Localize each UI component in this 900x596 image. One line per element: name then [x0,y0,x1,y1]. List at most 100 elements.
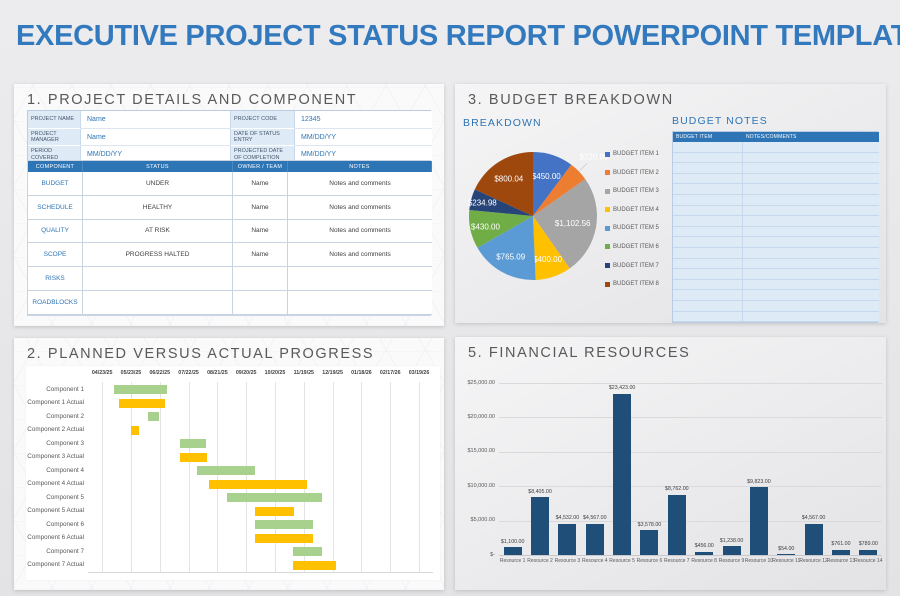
budget-notes-item-cell[interactable] [673,205,743,217]
bar-value-label: $456.00 [694,543,714,550]
gantt-row-label: Component 5 [46,493,84,501]
legend-item: BUDGET ITEM 1 [605,151,659,157]
budget-notes-comment-cell[interactable] [743,300,879,312]
legend-label: BUDGET ITEM 7 [613,262,659,269]
budget-notes-item-cell[interactable] [673,269,743,280]
pie-value-label: $430.00 [471,222,500,231]
budget-notes-item-cell[interactable] [673,184,743,195]
bar-value-label: $3,578.00 [637,521,662,528]
resource-bar [804,523,823,555]
component-name-cell[interactable]: ROADBLOCKS [28,290,83,315]
budget-notes-comment-cell[interactable] [743,205,879,217]
component-name-cell[interactable]: RISKS [28,267,83,291]
component-status-cell[interactable] [83,290,233,315]
component-notes-cell[interactable] [288,290,432,315]
pie-slice [468,210,533,248]
budget-notes-comment-cell[interactable] [743,269,879,280]
budget-notes-item-cell[interactable] [673,173,743,185]
detail-value-cell[interactable]: Name [81,111,231,129]
component-notes-cell[interactable] [288,267,432,291]
y-axis-tick-label: $25,000.00 [467,379,495,386]
component-notes-cell[interactable]: Notes and comments [288,172,432,196]
legend-swatch [605,151,610,157]
component-owner-cell[interactable]: Name [233,195,288,220]
gantt-bar [292,560,337,570]
bar-value-label: $789.00 [858,541,878,548]
budget-notes-item-cell[interactable] [673,300,743,312]
budget-notes-comment-cell[interactable] [743,142,879,153]
legend-swatch [605,170,610,176]
component-name-cell[interactable]: QUALITY [28,219,83,244]
resource-bar [859,549,878,555]
gantt-date-label: 01/18/26 [351,370,372,376]
legend-label: BUDGET ITEM 8 [613,281,659,288]
gantt-date-label: 02/17/26 [379,370,401,376]
gantt-bar [113,385,167,394]
detail-value-cell[interactable]: 12345 [295,111,432,129]
component-status-cell[interactable] [83,267,233,291]
component-status-cell[interactable]: UNDER [83,172,233,196]
project-details-table: PROJECT NAME Name PROJECT CODE 12345 PROJECT… [27,110,432,166]
component-owner-cell[interactable] [233,290,288,315]
budget-notes-subtitle: BUDGET NOTES [672,115,768,127]
pie-slice [533,164,586,216]
legend-item: BUDGET ITEM 6 [605,244,659,250]
bar-value-label: $4,532.00 [555,515,580,522]
component-owner-cell[interactable]: Name [233,243,288,268]
budget-notes-comment-cell[interactable] [743,237,879,248]
bar-chart-gridline [499,486,882,488]
gantt-bar [254,506,294,516]
budget-notes-comment-cell[interactable] [743,279,879,291]
bar-value-label: $1,238.00 [719,537,744,544]
budget-notes-item-cell[interactable] [673,247,743,259]
component-status-cell[interactable]: PROGRESS HALTED [83,243,233,268]
budget-notes-comment-cell[interactable] [743,163,879,174]
budget-notes-comment-cell[interactable] [743,216,879,227]
budget-notes-comment-cell[interactable] [743,247,879,259]
budget-notes-item-cell[interactable] [673,194,743,206]
y-axis-tick-label: $- [490,551,495,558]
budget-notes-item-cell[interactable] [673,163,743,174]
component-owner-cell[interactable] [233,267,288,291]
detail-value-cell[interactable]: MM/DD/YY [295,128,432,147]
budget-notes-item-cell[interactable] [673,258,743,270]
y-axis-tick-label: $5,000.00 [470,517,495,524]
gantt-gridline [102,382,104,572]
component-notes-cell[interactable]: Notes and comments [288,195,432,220]
component-notes-cell[interactable]: Notes and comments [288,219,432,244]
budget-notes-comment-cell[interactable] [743,226,879,238]
pie-value-label: $400.00 [533,255,562,264]
budget-notes-item-cell[interactable] [673,237,743,248]
x-axis-tick-label: Resource 5 [609,558,635,564]
budget-notes-item-cell[interactable] [673,279,743,291]
component-name-cell[interactable]: SCOPE [28,243,83,268]
panel-project-details: 1. PROJECT DETAILS AND COMPONENT PROJECT… [14,84,444,326]
bar-value-label: $4,567.00 [582,515,607,522]
budget-notes-comment-cell[interactable] [743,311,879,323]
budget-notes-item-cell[interactable] [673,290,743,301]
gantt-row-label: Component 6 Actual [27,534,84,541]
component-name-cell[interactable]: SCHEDULE [28,195,83,220]
budget-notes-comment-cell[interactable] [743,184,879,195]
detail-value-cell[interactable]: Name [81,128,231,147]
bar-value-label: $54.00 [778,545,795,552]
gantt-chart: 04/23/25 05/23/25 06/22/25 07/22/25 08/21/25… [26,366,440,580]
component-status-cell[interactable]: HEALTHY [83,195,233,220]
budget-notes-item-cell[interactable] [673,142,743,153]
component-owner-cell[interactable]: Name [233,219,288,244]
budget-notes-comment-cell[interactable] [743,152,879,164]
component-owner-cell[interactable]: Name [233,172,288,196]
component-name-cell[interactable]: BUDGET [28,172,83,196]
legend-swatch [605,281,610,287]
budget-notes-item-cell[interactable] [673,311,743,323]
component-notes-cell[interactable]: Notes and comments [288,243,432,268]
budget-notes-comment-cell[interactable] [743,258,879,270]
budget-notes-item-cell[interactable] [673,216,743,227]
budget-notes-comment-cell[interactable] [743,290,879,301]
budget-notes-item-cell[interactable] [673,152,743,164]
budget-notes-comment-cell[interactable] [743,194,879,206]
budget-notes-item-cell[interactable] [673,226,743,238]
budget-notes-comment-cell[interactable] [743,173,879,185]
x-axis-tick-label: Resource 6 [636,558,663,564]
component-status-cell[interactable]: AT RISK [83,219,233,244]
